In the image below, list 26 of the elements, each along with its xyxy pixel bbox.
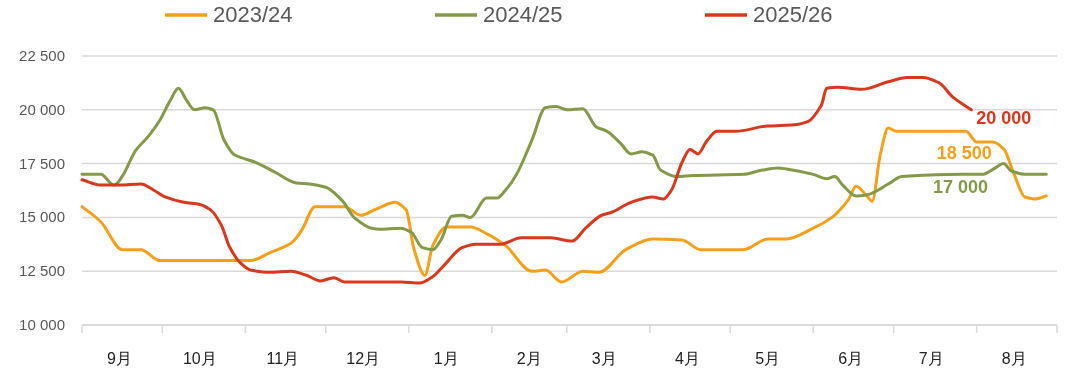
y-tick-label: 10 000 bbox=[19, 316, 65, 333]
line-series bbox=[80, 86, 1048, 252]
x-tick-label: 8月 bbox=[1001, 350, 1027, 367]
legend-label: 2025/26 bbox=[753, 2, 833, 27]
x-tick-label: 6月 bbox=[838, 350, 864, 367]
x-tick-label: 9月 bbox=[107, 350, 132, 367]
x-tick-label: 10月 bbox=[182, 350, 217, 367]
x-tick-label: 12月 bbox=[346, 350, 381, 367]
x-tick-label: 4月 bbox=[674, 350, 700, 367]
annotation: 17 000 bbox=[932, 177, 988, 198]
x-tick-label: 1月 bbox=[433, 350, 459, 367]
line-series bbox=[80, 126, 1048, 284]
x-tick-label: 2月 bbox=[516, 350, 542, 367]
x-tick-label: 5月 bbox=[755, 350, 781, 367]
y-tick-label: 17 500 bbox=[19, 154, 65, 172]
x-tick-label: 11月 bbox=[266, 350, 300, 367]
legend-label: 2023/24 bbox=[213, 2, 293, 27]
y-tick-label: 12 500 bbox=[19, 262, 65, 280]
y-tick-label: 15 000 bbox=[19, 208, 65, 226]
y-tick-label: 22 500 bbox=[19, 47, 65, 64]
legend-label: 2024/25 bbox=[483, 2, 563, 27]
y-tick-label: 20 000 bbox=[19, 100, 65, 118]
annotation: 18 500 bbox=[936, 143, 992, 164]
annotation: 20 000 bbox=[976, 107, 1032, 128]
x-tick-label: 7月 bbox=[918, 350, 944, 367]
x-tick-label: 3月 bbox=[591, 350, 617, 367]
